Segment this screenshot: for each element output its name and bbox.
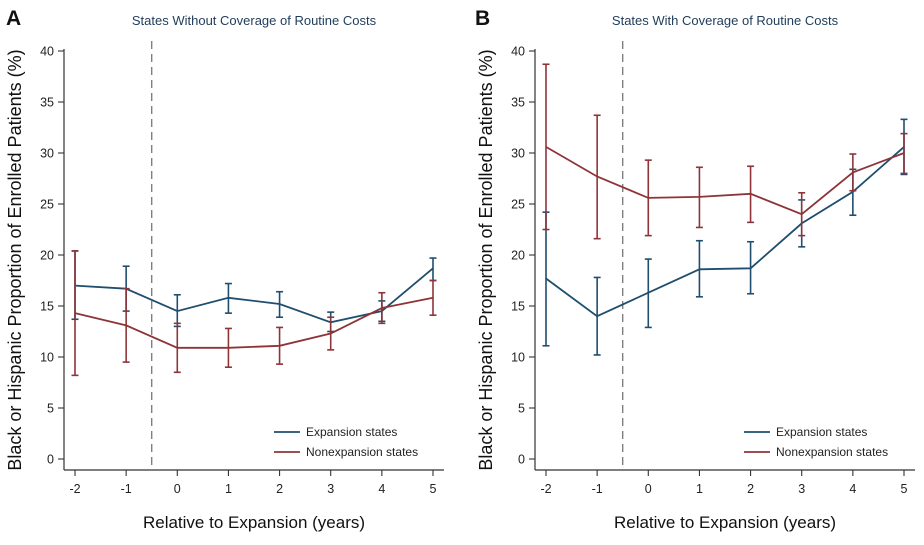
y-tick-label: 35 bbox=[511, 96, 525, 110]
x-tick-label: 4 bbox=[378, 482, 385, 496]
x-tick-label: 4 bbox=[849, 482, 856, 496]
y-tick-label: 25 bbox=[40, 198, 54, 212]
x-tick-label: -1 bbox=[592, 482, 603, 496]
x-tick-label: -2 bbox=[69, 482, 80, 496]
panel-a-title: States Without Coverage of Routine Costs bbox=[132, 13, 377, 28]
panel-b-title: States With Coverage of Routine Costs bbox=[612, 13, 839, 28]
y-tick-label: 15 bbox=[40, 300, 54, 314]
panel-b-letter: B bbox=[475, 7, 490, 30]
series-line-nonexpansion bbox=[545, 146, 905, 216]
panel-b-x-axis-label: Relative to Expansion (years) bbox=[614, 513, 836, 532]
panel-a-legend: Expansion states Nonexpansion states bbox=[274, 425, 418, 459]
x-tick-label: -2 bbox=[540, 482, 551, 496]
y-tick-label: 10 bbox=[40, 351, 54, 365]
y-tick-label: 30 bbox=[40, 147, 54, 161]
y-tick-label: 10 bbox=[511, 351, 525, 365]
y-tick-label: 40 bbox=[40, 45, 54, 59]
x-tick-label: 3 bbox=[327, 482, 334, 496]
x-tick-label: 1 bbox=[696, 482, 703, 496]
series-line-expansion bbox=[545, 146, 905, 318]
y-tick-label: 0 bbox=[518, 453, 525, 467]
x-tick-label: 2 bbox=[276, 482, 283, 496]
x-tick-label: 0 bbox=[174, 482, 181, 496]
legend-expansion-label: Expansion states bbox=[776, 425, 867, 439]
panel-a-y-axis-label: Black or Hispanic Proportion of Enrolled… bbox=[5, 49, 25, 470]
y-tick-label: 30 bbox=[511, 147, 525, 161]
x-tick-label: 3 bbox=[798, 482, 805, 496]
panel-b-legend: Expansion states Nonexpansion states bbox=[744, 425, 888, 459]
y-tick-label: 20 bbox=[511, 249, 525, 263]
y-tick-label: 15 bbox=[511, 300, 525, 314]
legend-nonexpansion-label: Nonexpansion states bbox=[776, 445, 888, 459]
panel-a: A States Without Coverage of Routine Cos… bbox=[5, 7, 444, 532]
y-tick-label: 0 bbox=[47, 453, 54, 467]
x-tick-label: 2 bbox=[747, 482, 754, 496]
panel-b-y-axis-label: Black or Hispanic Proportion of Enrolled… bbox=[476, 49, 496, 470]
panel-a-plot-area: 0 5 10 15 20 25 30 35 40 -2 -1 0 1 2 3 4 5 bbox=[40, 41, 444, 496]
legend-expansion-label: Expansion states bbox=[306, 425, 397, 439]
series-line-expansion bbox=[74, 267, 434, 324]
panel-b-plot-area: 0 5 10 15 20 25 30 35 40 -2 -1 0 1 2 3 4 5 bbox=[511, 41, 915, 496]
y-tick-label: 35 bbox=[40, 96, 54, 110]
panel-a-x-axis-label: Relative to Expansion (years) bbox=[143, 513, 365, 532]
y-tick-label: 5 bbox=[518, 402, 525, 416]
legend-nonexpansion-label: Nonexpansion states bbox=[306, 445, 418, 459]
x-tick-label: 0 bbox=[645, 482, 652, 496]
y-tick-label: 25 bbox=[511, 198, 525, 212]
panel-a-letter: A bbox=[6, 7, 21, 30]
panel-b: B States With Coverage of Routine Costs … bbox=[475, 7, 915, 532]
y-tick-label: 40 bbox=[511, 45, 525, 59]
x-tick-label: 5 bbox=[430, 482, 437, 496]
y-tick-label: 5 bbox=[47, 402, 54, 416]
x-tick-label: -1 bbox=[121, 482, 132, 496]
series-line-nonexpansion bbox=[74, 296, 434, 349]
x-tick-label: 5 bbox=[901, 482, 908, 496]
x-tick-label: 1 bbox=[225, 482, 232, 496]
y-tick-label: 20 bbox=[40, 249, 54, 263]
